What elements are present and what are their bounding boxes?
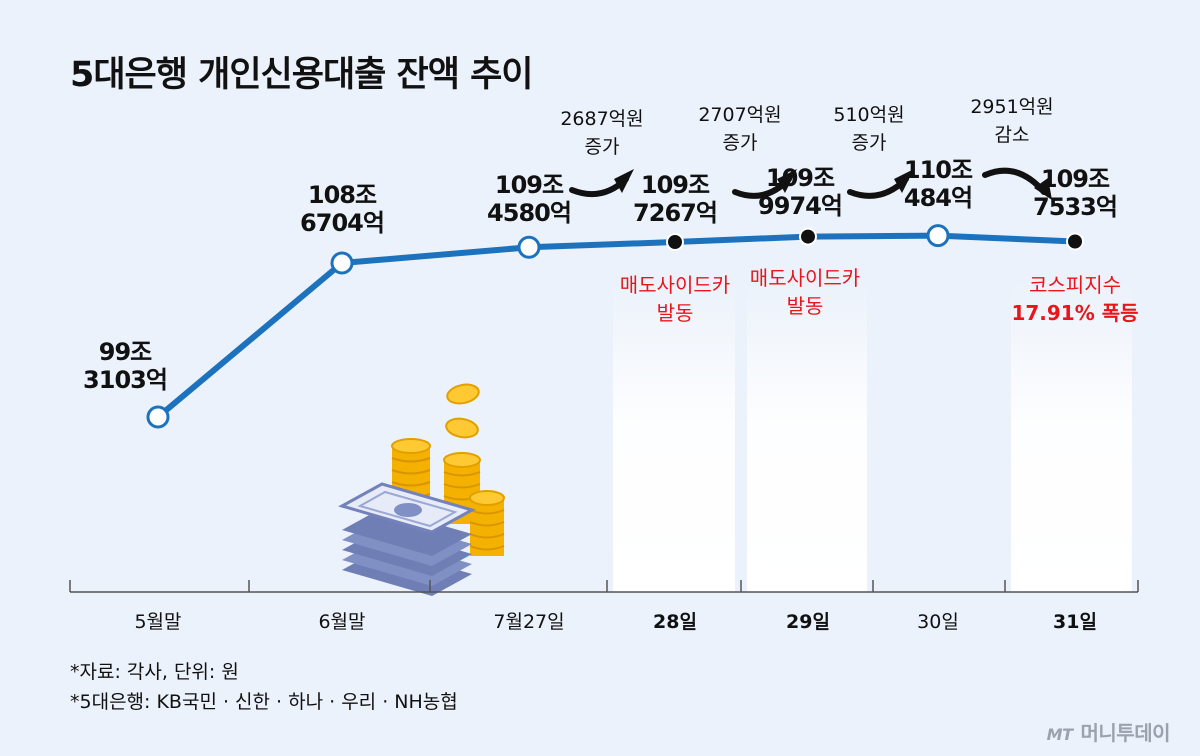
data-label: 110조 xyxy=(904,156,973,184)
x-axis-ticks xyxy=(69,580,1139,592)
event-label: 발동 xyxy=(657,301,694,325)
money-stack-icon xyxy=(338,482,476,596)
data-label: 99조 xyxy=(99,338,152,366)
event-label: 코스피지수 xyxy=(1029,273,1121,297)
data-label: 4580억 xyxy=(487,199,571,227)
data-label: 109조 xyxy=(495,171,564,199)
highlight-columns xyxy=(613,282,1132,592)
money-illustration xyxy=(338,383,505,596)
event-label: 발동 xyxy=(787,294,824,318)
data-point xyxy=(146,405,170,429)
curved-arrow-icon xyxy=(982,167,1052,200)
change-label: 2951억원 xyxy=(970,96,1053,118)
x-tick-label: 28일 xyxy=(653,611,697,633)
data-label: 484억 xyxy=(904,184,972,212)
data-label: 3103억 xyxy=(83,366,167,394)
data-point xyxy=(517,235,541,259)
x-tick-label: 31일 xyxy=(1053,611,1097,633)
coin-stack-icon xyxy=(469,490,505,556)
data-label: 7533억 xyxy=(1033,193,1117,221)
highlight-column xyxy=(613,282,735,592)
highlight-column xyxy=(1011,282,1132,592)
change-label: 증가 xyxy=(852,132,887,154)
change-label: 감소 xyxy=(995,124,1030,146)
footnote-source: *자료: 각사, 단위: 원 xyxy=(70,661,239,683)
chart-title: 5대은행 개인신용대출 잔액 추이 xyxy=(70,55,534,95)
change-label: 증가 xyxy=(723,132,758,154)
x-tick-label: 29일 xyxy=(786,611,830,633)
data-label: 109조 xyxy=(1041,165,1110,193)
footnote-banks: *5대은행: KB국민 · 신한 · 하나 · 우리 · NH농협 xyxy=(70,691,458,713)
data-point xyxy=(1066,232,1084,251)
x-axis-labels: 5월말 6월말 7월27일 28일 29일 30일 31일 xyxy=(134,611,1096,633)
publisher-logo: MT 머니투데이 xyxy=(1046,717,1171,746)
data-label: 108조 xyxy=(308,181,377,209)
x-tick-label: 6월말 xyxy=(318,611,365,633)
x-tick-label: 30일 xyxy=(917,611,959,633)
highlight-column xyxy=(747,282,867,592)
logo-text: 머니투데이 xyxy=(1080,721,1171,745)
data-label: 6704억 xyxy=(300,209,384,237)
curved-arrow-icon xyxy=(847,169,914,199)
change-label: 2687억원 xyxy=(560,108,643,130)
logo-mark: MT xyxy=(1046,725,1073,744)
data-label: 9974억 xyxy=(758,192,842,220)
data-points xyxy=(146,224,1084,429)
data-label: 7267억 xyxy=(633,199,717,227)
value-labels: 99조3103억108조6704억109조4580억109조7267억109조9… xyxy=(83,156,1118,394)
event-label: 매도사이드카 xyxy=(620,273,730,297)
curved-arrow-icon xyxy=(732,169,797,199)
change-label: 증가 xyxy=(585,136,620,158)
event-label: 매도사이드카 xyxy=(750,266,860,290)
data-point xyxy=(926,224,950,248)
data-point xyxy=(330,251,354,275)
data-label: 109조 xyxy=(641,171,710,199)
data-point xyxy=(666,233,684,251)
data-point xyxy=(799,227,817,246)
change-label: 510억원 xyxy=(833,104,904,126)
x-tick-label: 5월말 xyxy=(134,611,181,633)
curved-arrow-icon xyxy=(569,169,634,198)
x-tick-label: 7월27일 xyxy=(493,611,564,633)
change-label: 2707억원 xyxy=(698,104,781,126)
event-label: 17.91% 폭등 xyxy=(1011,301,1138,325)
